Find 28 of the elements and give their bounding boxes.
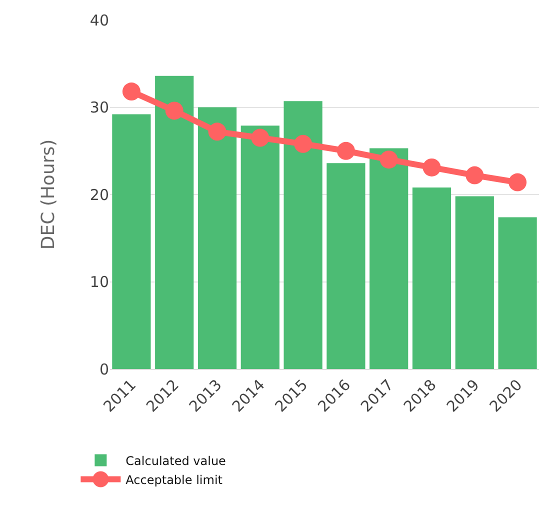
point [336, 142, 355, 160]
bar [284, 101, 322, 369]
legend-label: Acceptable limit [126, 472, 223, 487]
point [251, 128, 270, 147]
y-tick-label: 10 [90, 273, 109, 291]
point [466, 166, 484, 184]
bar [455, 196, 494, 369]
point [294, 134, 312, 153]
bar [412, 188, 452, 369]
point [380, 150, 398, 169]
point [208, 122, 226, 141]
bar [198, 107, 237, 369]
bar [155, 76, 194, 369]
y-tick-label: 40 [90, 11, 109, 30]
bar [370, 148, 408, 369]
y-tick-label: 30 [90, 98, 109, 116]
point [165, 102, 184, 120]
point [422, 158, 441, 176]
point [122, 82, 140, 101]
legend-label: Calculated value [126, 454, 226, 468]
bar [112, 114, 151, 369]
bar [240, 126, 280, 369]
y-tick-label: 20 [90, 186, 109, 204]
bar [498, 217, 537, 369]
bar [326, 163, 366, 369]
point [508, 173, 527, 192]
y-axis-title: DEC (Hours) [38, 139, 60, 250]
y-tick-label: 0 [99, 360, 109, 378]
